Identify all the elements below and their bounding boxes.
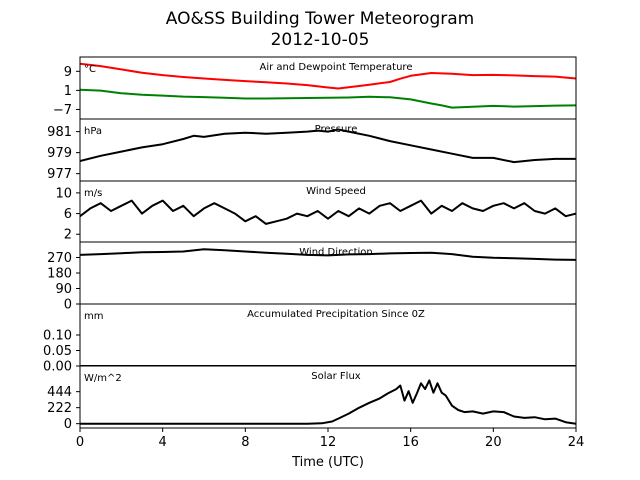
panel-4-ytick-label-0: 0.10 xyxy=(43,329,72,344)
xtick-label-0: 0 xyxy=(76,435,84,450)
panel-0-series-1 xyxy=(80,88,576,109)
panel-2-ytick-label-1: 6 xyxy=(64,207,72,222)
panel-2-series-0 xyxy=(80,199,576,225)
figure-title: AO&SS Building Tower Meteorogram xyxy=(166,9,474,29)
xtick-label-2: 8 xyxy=(241,435,249,450)
xtick-label-3: 12 xyxy=(320,435,337,450)
panel-1: 981 979 977 Pressure hPa xyxy=(47,118,577,182)
panel-3-ytick-label-3: 0 xyxy=(64,298,72,313)
panel-3-series-0 xyxy=(80,248,576,261)
panel-4: 0.100.050.00 Accumulated Precipitation Si… xyxy=(43,303,577,375)
panel-2-unit: m/s xyxy=(84,188,102,199)
xtick-label-6: 24 xyxy=(568,435,585,450)
panel-4-unit: mm xyxy=(84,311,103,322)
x-axis-label: Time (UTC) xyxy=(291,455,364,470)
panel-5-ytick-label-1: 222 xyxy=(47,401,72,416)
panel-0: 9 1 −7 Air and Dewpoint Temperature °C xyxy=(53,56,577,120)
panel-0-ytick-label-2: −7 xyxy=(53,103,72,118)
panels-group: 9 1 −7 Air and Dewpoint Temperature °C 981 979… xyxy=(43,56,577,432)
panel-1-series-0 xyxy=(80,128,576,164)
panel-5-ytick-label-2: 0 xyxy=(64,417,72,432)
panel-3-ytick-label-2: 90 xyxy=(55,282,72,297)
xtick-label-5: 20 xyxy=(485,435,502,450)
panel-2: 10 6 2 Wind Speed m/s xyxy=(55,180,577,243)
x-axis: 0 4 8 12 16 20 24 xyxy=(76,428,584,450)
panel-3-ytick-label-1: 180 xyxy=(47,267,72,282)
panel-4-title: Accumulated Precipitation Since 0Z xyxy=(247,309,425,320)
xtick-label-1: 4 xyxy=(159,435,167,450)
panel-0-unit: °C xyxy=(84,64,96,75)
panel-0-ytick-label-1: 1 xyxy=(64,84,72,99)
panel-1-unit: hPa xyxy=(84,126,102,137)
panel-0-ytick-label-0: 9 xyxy=(64,65,72,80)
panel-3-ytick-label-0: 270 xyxy=(47,251,72,266)
panel-2-title: Wind Speed xyxy=(306,186,366,197)
panel-3-title: Wind Direction xyxy=(299,247,373,258)
xtick-label-4: 16 xyxy=(402,435,419,450)
figure-subtitle: 2012-10-05 xyxy=(271,30,370,50)
panel-2-ytick-label-2: 2 xyxy=(64,228,72,243)
panel-5-unit: W/m^2 xyxy=(84,373,122,384)
panel-1-ytick-label-0: 981 xyxy=(47,125,72,140)
panel-1-ytick-label-2: 977 xyxy=(47,167,72,182)
panel-1-ytick-label-1: 979 xyxy=(47,146,72,161)
panel-4-ytick-label-2: 0.00 xyxy=(43,360,72,375)
panel-0-title: Air and Dewpoint Temperature xyxy=(260,62,413,73)
panel-5-title: Solar Flux xyxy=(311,371,361,382)
panel-4-ytick-label-1: 0.05 xyxy=(43,344,72,359)
panel-1-title: Pressure xyxy=(315,124,358,135)
panel-2-ytick-label-0: 10 xyxy=(55,186,72,201)
panel-5-series-0 xyxy=(80,379,576,425)
panel-5-ytick-label-0: 444 xyxy=(47,385,72,400)
panel-0-series-0 xyxy=(80,62,576,90)
